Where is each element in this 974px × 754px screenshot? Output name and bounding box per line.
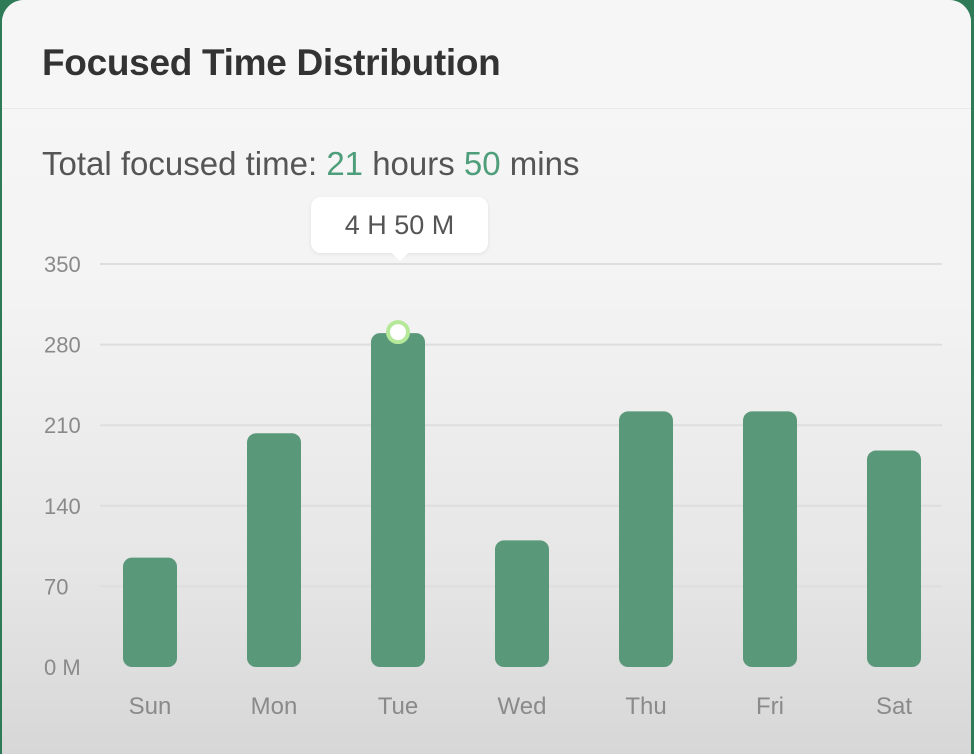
x-tick-label: Tue xyxy=(378,693,418,720)
x-tick-label: Thu xyxy=(625,693,666,720)
bar-tue xyxy=(371,333,425,667)
x-tick-label: Sat xyxy=(876,693,912,720)
bar-sat xyxy=(867,450,921,667)
y-tick-label: 70 xyxy=(44,574,68,599)
y-tick-label: 210 xyxy=(44,413,81,438)
bar-wed xyxy=(495,540,549,667)
summary-prefix: Total focused time: xyxy=(42,145,327,182)
bar-thu xyxy=(619,411,673,667)
x-tick-label: Wed xyxy=(498,693,547,720)
mins-label: mins xyxy=(500,145,580,182)
value-tooltip: 4 H 50 M xyxy=(311,197,488,261)
bar-fri xyxy=(743,411,797,667)
page-title: Focused Time Distribution xyxy=(42,42,501,83)
highlight-point xyxy=(386,320,410,345)
card-header: Focused Time Distribution xyxy=(2,0,971,109)
mins-value: 50 xyxy=(463,145,501,182)
bar-mon xyxy=(247,433,301,667)
bar-sun xyxy=(123,557,177,667)
y-tick-label: 280 xyxy=(44,333,81,358)
y-tick-label: 140 xyxy=(44,494,81,519)
x-tick-label: Mon xyxy=(251,693,298,720)
total-focused-time: Total focused time: 21 hours 50 mins xyxy=(42,145,579,183)
x-tick-label: Sun xyxy=(129,693,172,720)
hours-value: 21 xyxy=(326,145,364,182)
x-tick-label: Fri xyxy=(756,693,784,720)
y-tick-label: 0 M xyxy=(44,655,81,680)
hours-label: hours xyxy=(363,145,464,182)
y-tick-label: 350 xyxy=(44,252,81,277)
